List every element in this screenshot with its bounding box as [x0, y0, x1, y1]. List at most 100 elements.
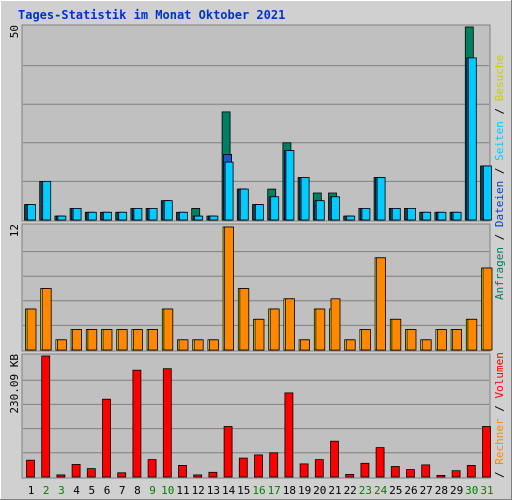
- x-tick-label-7: 7: [119, 484, 126, 497]
- bar-rechner-21: [330, 298, 341, 351]
- bar-volumen-1: [26, 459, 35, 478]
- bar-volumen-12: [193, 474, 203, 478]
- bar-seiten-1: [27, 204, 36, 221]
- legend-upper-part-3: /: [493, 161, 506, 181]
- bar-volumen-15: [238, 457, 248, 478]
- x-tick-label-18: 18: [283, 484, 296, 497]
- bar-volumen-29: [451, 470, 461, 478]
- bar-seiten-24: [376, 177, 386, 221]
- bar-rechner-4: [72, 329, 82, 351]
- bar-rechner-23: [360, 329, 371, 351]
- bar-seiten-9: [148, 207, 158, 221]
- x-tick-label-1: 1: [28, 484, 35, 497]
- bar-rechner-31: [482, 267, 493, 351]
- x-tick-label-30: 30: [465, 484, 478, 497]
- x-tick-label-15: 15: [237, 484, 250, 497]
- legend-lower: / Rechner / Volumen: [493, 352, 506, 478]
- y-max-label-upper: 50: [8, 25, 21, 38]
- x-tick-label-14: 14: [222, 484, 236, 497]
- bar-rechner-10: [163, 308, 174, 351]
- y-max-label-lower: 230.09 KB: [8, 354, 21, 414]
- bar-rechner-29: [452, 329, 463, 351]
- bar-seiten-14: [224, 161, 234, 221]
- bar-volumen-8: [132, 369, 142, 478]
- bar-seiten-6: [103, 211, 112, 221]
- x-tick-label-6: 6: [104, 484, 111, 497]
- bar-volumen-4: [71, 463, 81, 478]
- x-tick-label-20: 20: [313, 484, 326, 497]
- bar-seiten-23: [361, 207, 371, 221]
- x-tick-label-28: 28: [435, 484, 448, 497]
- bar-volumen-14: [223, 426, 233, 478]
- bar-seiten-18: [285, 150, 295, 221]
- bar-volumen-31: [482, 426, 491, 478]
- bar-volumen-30: [466, 464, 476, 478]
- chart-title: Tages-Statistik im Monat Oktober 2021: [18, 8, 285, 22]
- bar-seiten-15: [239, 188, 249, 221]
- x-tick-label-5: 5: [88, 484, 95, 497]
- bar-seiten-29: [452, 211, 462, 221]
- x-tick-label-22: 22: [344, 484, 357, 497]
- x-tick-label-17: 17: [268, 484, 281, 497]
- x-axis-labels: 1 2 3 4 5 6 7 8 9 10 11 12 13 14 15 16 17 18 19 20 21 22 23 24 2…: [28, 484, 494, 497]
- legend-upper-part-4: Seiten: [493, 121, 506, 161]
- bar-seiten-3: [57, 215, 67, 221]
- x-tick-label-25: 25: [389, 484, 402, 497]
- x-tick-label-16: 16: [252, 484, 265, 497]
- bar-volumen-10: [162, 368, 172, 478]
- bar-volumen-23: [360, 462, 370, 478]
- legend-upper-part-5: /: [493, 101, 506, 121]
- bar-seiten-20: [315, 200, 325, 221]
- bar-rechner-11: [178, 339, 189, 351]
- x-tick-label-31: 31: [480, 484, 493, 497]
- x-tick-label-26: 26: [404, 484, 417, 497]
- x-tick-label-10: 10: [161, 484, 174, 497]
- x-tick-label-4: 4: [73, 484, 80, 497]
- bar-seiten-8: [133, 207, 143, 221]
- x-tick-label-21: 21: [328, 484, 341, 497]
- x-tick-label-2: 2: [43, 484, 50, 497]
- x-tick-label-13: 13: [207, 484, 220, 497]
- bar-rechner-17: [269, 308, 280, 351]
- bar-rechner-28: [436, 329, 447, 351]
- bar-rechner-22: [345, 339, 356, 351]
- bar-seiten-16: [255, 204, 264, 221]
- x-tick-label-27: 27: [420, 484, 433, 497]
- bar-seiten-21: [331, 196, 340, 221]
- x-tick-label-23: 23: [359, 484, 372, 497]
- bar-seiten-27: [422, 211, 432, 221]
- x-tick-label-12: 12: [192, 484, 205, 497]
- legend-lower-part-0: /: [493, 465, 506, 478]
- bar-volumen-28: [436, 474, 446, 478]
- bar-volumen-22: [345, 473, 355, 478]
- legend-lower-part-2: /: [493, 399, 506, 419]
- bar-volumen-21: [330, 440, 339, 478]
- bar-seiten-13: [209, 215, 219, 221]
- bar-volumen-7: [117, 472, 127, 478]
- bar-seiten-25: [391, 207, 401, 221]
- bar-volumen-24: [375, 447, 385, 478]
- bar-rechner-26: [406, 329, 417, 351]
- bar-volumen-3: [56, 474, 66, 478]
- bar-rechner-30: [467, 318, 478, 351]
- bar-volumen-19: [299, 463, 309, 478]
- bar-rechner-6: [102, 329, 113, 351]
- bar-rechner-20: [315, 308, 326, 351]
- bar-rechner-14: [224, 226, 235, 351]
- x-tick-label-8: 8: [134, 484, 141, 497]
- bar-volumen-18: [284, 392, 294, 478]
- bar-rechner-9: [148, 329, 159, 351]
- bar-volumen-2: [41, 355, 51, 478]
- panel-upper: [21, 24, 491, 222]
- legend-lower-part-3: Volumen: [493, 352, 506, 398]
- legend-upper-part-6: Besuche: [493, 55, 506, 101]
- bar-seiten-12: [194, 215, 204, 221]
- bar-seiten-22: [346, 215, 356, 221]
- legend-upper: Anfragen / Dateien / Seiten / Besuche: [493, 55, 506, 300]
- legend-upper-part-2: Dateien: [493, 181, 506, 227]
- bar-volumen-25: [390, 466, 400, 478]
- bar-volumen-16: [254, 454, 263, 478]
- bar-seiten-31: [483, 165, 492, 221]
- bar-rechner-25: [391, 318, 402, 351]
